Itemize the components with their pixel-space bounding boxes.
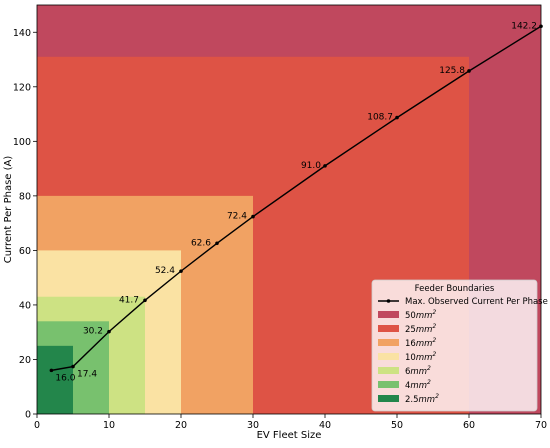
legend-label-6: 4mm2 — [405, 379, 431, 391]
legend-label-5: 6mm2 — [405, 365, 431, 377]
x-tick-label-4: 40 — [319, 420, 331, 431]
data-point-1 — [71, 364, 75, 369]
legend-point-marker — [386, 299, 391, 303]
x-tick-label-3: 30 — [247, 420, 259, 431]
x-tick-label-0: 0 — [34, 420, 40, 431]
data-point-8 — [395, 115, 399, 120]
legend-swatch-6 — [378, 381, 399, 388]
data-labels: 16.0 17.4 30.2 41.7 52.4 62.6 72.4 91.0 108.7 125… — [55, 21, 537, 383]
legend-swatch-5 — [378, 367, 399, 374]
y-tick-label-2: 40 — [19, 300, 31, 311]
legend-title: Feeder Boundaries — [415, 284, 495, 294]
data-label-5: 62.6 — [191, 238, 211, 248]
x-tick-label-5: 50 — [391, 420, 403, 431]
x-tick-label-2: 20 — [175, 420, 187, 431]
legend-label-4: 10mm2 — [405, 351, 436, 363]
data-point-3 — [143, 298, 147, 303]
data-label-6: 72.4 — [227, 212, 247, 222]
legend-label-0: Max. Observed Current Per Phase — [405, 297, 548, 307]
data-label-10: 142.2 — [511, 21, 537, 31]
data-label-2: 30.2 — [83, 327, 103, 337]
legend-swatch-1 — [378, 311, 399, 318]
legend-label-1: 50mm2 — [405, 309, 436, 321]
x-tick-label-7: 70 — [535, 420, 547, 431]
x-tick-label-6: 60 — [463, 420, 475, 431]
legend-label-2: 25mm2 — [405, 323, 436, 335]
legend-swatch-7 — [378, 395, 399, 402]
data-point-6 — [251, 214, 255, 219]
y-tick-label-1: 20 — [19, 355, 31, 366]
data-point-5 — [215, 241, 219, 246]
region-2-5mm2 — [37, 345, 73, 414]
data-point-7 — [323, 164, 327, 168]
plot-frame — [36, 4, 542, 415]
data-point-0 — [49, 368, 54, 373]
legend-box — [371, 279, 538, 412]
data-label-1: 17.4 — [77, 370, 97, 380]
y-tick-label-0: 0 — [25, 410, 31, 421]
data-point-4 — [179, 269, 183, 273]
y-axis-title: Current Per Phase (A) — [3, 156, 14, 264]
data-label-3: 41.7 — [119, 295, 139, 305]
data-point-2 — [107, 329, 111, 334]
x-axis-title: EV Fleet Size — [257, 430, 322, 441]
y-tick-label-4: 80 — [19, 191, 31, 202]
legend-swatch-2 — [378, 325, 399, 332]
data-label-4: 52.4 — [155, 266, 175, 276]
legend-label-3: 16mm2 — [405, 337, 436, 349]
data-label-7: 91.0 — [301, 161, 321, 171]
x-tick-label-1: 10 — [103, 420, 115, 431]
y-tick-label-5: 100 — [13, 137, 31, 148]
legend: Feeder Boundaries Max. Observed Current P… — [371, 279, 548, 412]
data-label-9: 125.8 — [439, 66, 465, 76]
y-tick-label-3: 60 — [19, 246, 31, 257]
data-label-0: 16.0 — [55, 373, 75, 383]
legend-swatch-4 — [378, 353, 399, 360]
legend-label-7: 2.5mm2 — [405, 393, 439, 405]
y-tick-label-7: 140 — [13, 28, 31, 39]
axes: 0 10 20 30 40 50 60 70 0 20 40 60 80 100 120 140 — [13, 4, 547, 431]
y-tick-label-6: 120 — [13, 82, 31, 93]
legend-swatch-3 — [378, 339, 399, 346]
data-label-8: 108.7 — [367, 113, 393, 123]
data-point-9 — [467, 69, 471, 73]
